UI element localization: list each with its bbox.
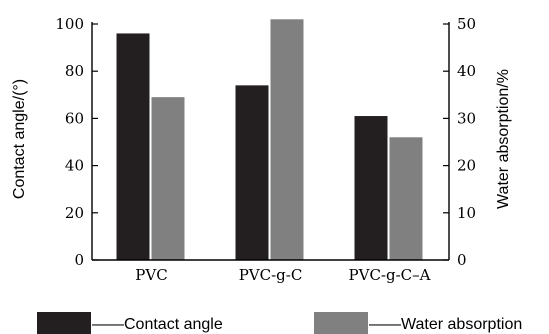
- legend-swatch-water-absorption: [314, 312, 368, 334]
- y-left-tick-label: 40: [65, 157, 84, 175]
- y-left-tick-label: 80: [65, 62, 84, 80]
- bar-contact-angle-pvc-g-c: [235, 85, 269, 260]
- bar-contact-angle-pvc-g-c-a: [354, 116, 388, 260]
- y-right-axis-title: Water absorption/%: [495, 69, 512, 209]
- plot-area: PVC PVC-g-C PVC-g-C–A 0 20 40 60 80 100 0 10 20 30 40…: [55, 15, 476, 284]
- legend-swatch-contact-angle: [37, 312, 91, 334]
- y-right-tick-label: 50: [457, 15, 476, 33]
- bar-water-absorption-pvc: [151, 97, 185, 260]
- legend-label-contact-angle: ——Contact angle: [92, 316, 223, 333]
- y-right-tick-label: 30: [457, 109, 476, 127]
- x-tick-label: PVC: [135, 266, 167, 284]
- y-right-tick-label: 0: [457, 251, 467, 269]
- bar-water-absorption-pvc-g-c-a: [389, 137, 423, 260]
- y-left-tick-label: 0: [74, 251, 84, 269]
- x-tick-label: PVC-g-C–A: [349, 266, 431, 284]
- y-right-tick-label: 10: [457, 204, 476, 222]
- y-left-tick-label: 20: [65, 204, 84, 222]
- y-right-tick-label: 20: [457, 157, 476, 175]
- y-right-tick-label: 40: [457, 62, 476, 80]
- legend-label-water-absorption: ——Water absorption: [369, 316, 522, 333]
- bar-contact-angle-pvc: [116, 33, 150, 260]
- y-left-tick-label: 60: [65, 109, 84, 127]
- bar-water-absorption-pvc-g-c: [270, 19, 304, 261]
- x-tick-label: PVC-g-C: [239, 266, 303, 284]
- y-left-tick-label: 100: [55, 15, 84, 33]
- y-left-axis-title: Contact angle/(°): [11, 79, 28, 199]
- legend: ——Contact angle ——Water absorption: [37, 312, 522, 334]
